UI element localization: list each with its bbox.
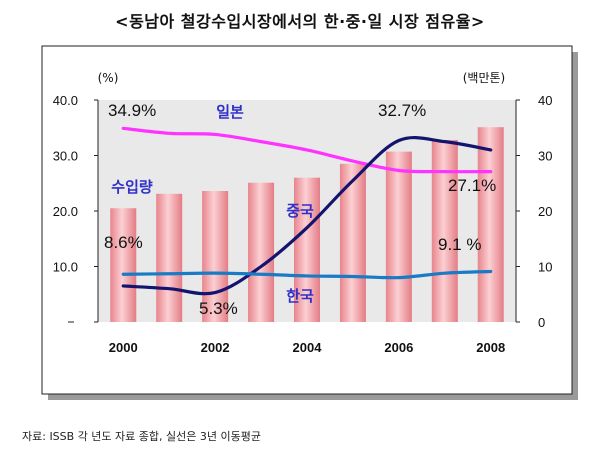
import-bar xyxy=(477,127,504,322)
x-tick-label: 2004 xyxy=(293,340,323,355)
series-line-korea xyxy=(121,269,493,280)
series-line-japan xyxy=(121,126,493,174)
x-tick-label: 2006 xyxy=(384,340,413,355)
label-china-2006: 32.7% xyxy=(378,101,426,120)
label-korea-2008: 9.1 % xyxy=(438,235,481,254)
right-tick-label: 0 xyxy=(538,315,545,330)
import-bar xyxy=(202,191,229,322)
left-tick-label: 30.0 xyxy=(53,149,78,164)
label-china-2002: 5.3% xyxy=(199,299,238,318)
left-axis-unit: (%) xyxy=(98,71,119,85)
series-label-china: 중국 xyxy=(286,202,314,220)
label-japan-2000: 34.9% xyxy=(108,101,156,120)
right-tick-label: 30 xyxy=(538,149,552,164)
label-japan-2008: 27.1% xyxy=(448,176,496,195)
series-line-china xyxy=(121,136,493,296)
import-bar xyxy=(248,182,275,322)
left-tick-label: 20.0 xyxy=(53,204,78,219)
source-note: 자료: ISSB 각 년도 자료 종합, 실선은 3년 이동평균 xyxy=(22,430,261,443)
import-bar xyxy=(156,193,183,322)
right-tick-label: 40 xyxy=(538,93,552,108)
left-tick-label: 10.0 xyxy=(53,260,78,275)
right-tick-label: 20 xyxy=(538,204,552,219)
series-label-japan: 일본 xyxy=(216,103,244,121)
x-tick-label: 2000 xyxy=(109,340,138,355)
x-tick-label: 2008 xyxy=(476,340,505,355)
import-bar xyxy=(294,177,320,322)
chart-title: <동남아 철강수입시장에서의 한·중·일 시장 점유율> xyxy=(115,12,485,31)
import-bar xyxy=(385,151,412,322)
left-tick-label: 40.0 xyxy=(53,93,78,108)
label-korea-2000: 8.6% xyxy=(104,233,143,252)
right-tick-label: 10 xyxy=(538,260,552,275)
x-tick-label: 2002 xyxy=(201,340,230,355)
right-axis-unit: (백만톤) xyxy=(463,71,505,85)
series-label-korea: 한국 xyxy=(286,287,314,305)
series-label-imports: 수입량 xyxy=(111,178,153,196)
import-bar xyxy=(110,208,137,322)
import-bar xyxy=(431,139,458,322)
